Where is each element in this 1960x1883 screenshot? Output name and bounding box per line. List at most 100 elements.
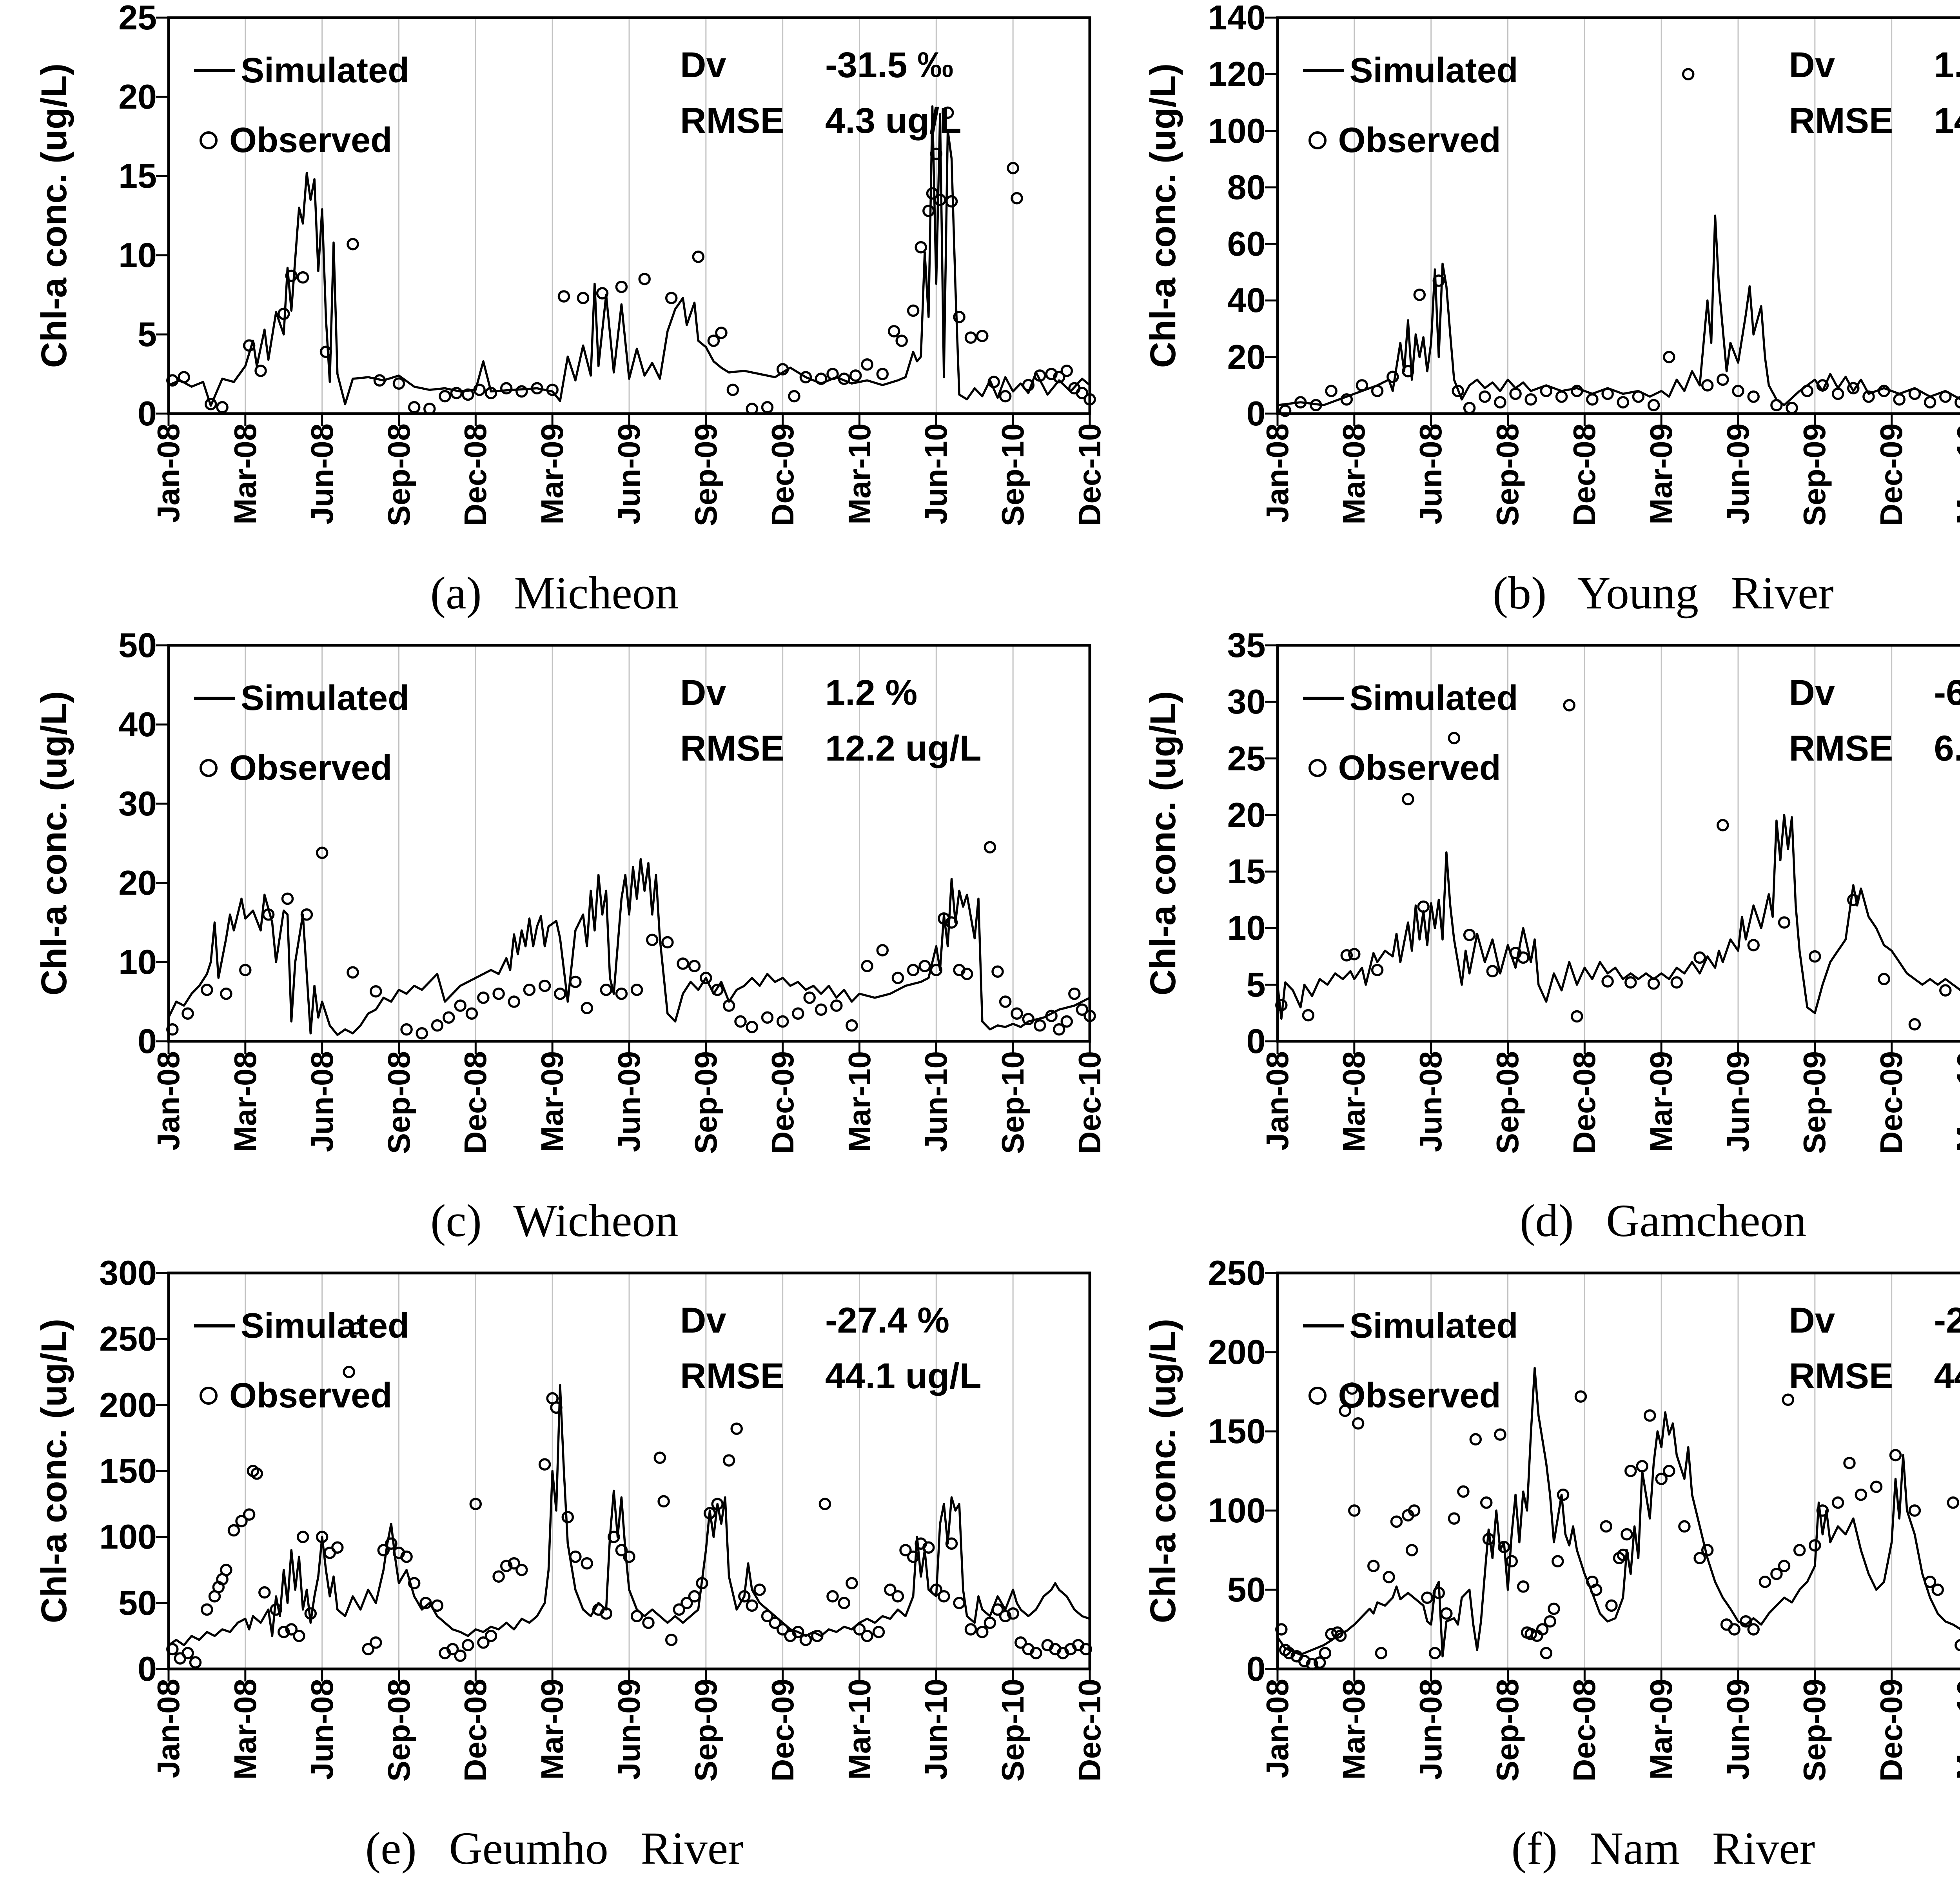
chart-caption: (f) Nam River [1511,1823,1815,1874]
x-tick-label: Sep-09 [688,1679,723,1782]
observed-point [976,1625,989,1638]
observed-point [738,1590,751,1603]
observed-point [1678,1520,1691,1533]
chart-panel-gamcheon: Chl-a conc. (ug/L) Simulated Observed Dv… [1109,626,1960,1255]
observed-point [550,1401,563,1414]
dv-value: -27.4 % [825,1300,950,1340]
observed-point [1463,401,1475,414]
observed-point [304,1607,317,1620]
observed-point [270,1603,282,1616]
observed-point [462,388,474,401]
legend-simulated-label: Simulated [1349,51,1518,90]
observed-point [799,1634,812,1646]
plot-area [156,1271,1092,1681]
chart-svg [156,1271,1092,1681]
observed-point [984,1616,996,1629]
observed-point [262,908,275,921]
x-tick-label: Dec-09 [765,423,800,527]
x-tick-label: Dec-10 [1072,1679,1107,1782]
observed-point [615,1544,628,1556]
observed-point [561,1511,574,1523]
observed-point [1693,1552,1706,1564]
legend-observed-label: Observed [229,1376,392,1415]
dv-value: -20.0 % [1934,1300,1960,1340]
observed-point [976,330,989,342]
observed-point [1279,405,1291,417]
x-tick-label: Mar-08 [227,423,263,525]
observed-point [999,1610,1012,1623]
y-tick-label: 0 [1246,1649,1266,1688]
x-tick-label: Dec-08 [458,423,493,527]
observed-point [538,1458,551,1471]
plot-area [1265,1271,1960,1681]
observed-point [715,327,728,339]
observed-point [296,271,309,284]
observed-point [408,1577,421,1589]
x-tick-label: Jun-08 [304,1679,339,1780]
observed-point [1599,1520,1612,1533]
observed-point [1313,1656,1326,1669]
observed-point [201,1603,213,1616]
x-tick-label: Sep-09 [1797,423,1832,527]
x-tick-label: Mar-10 [1951,1051,1960,1152]
legend-item-simulated: Simulated [1303,681,1518,716]
observed-point [362,1643,374,1656]
observed-point [178,371,190,383]
observed-point [1954,1639,1960,1652]
observed-point [1497,1541,1510,1553]
observed-point [546,383,559,396]
observed-point [408,401,421,414]
observed-point [443,1011,455,1024]
observed-point [1371,964,1383,976]
y-tick-label: 40 [1227,281,1266,320]
observed-point [907,1551,920,1563]
observed-point [722,1454,735,1467]
observed-point [220,1563,232,1576]
legend: Simulated Observed [194,1308,409,1413]
observed-point [849,369,862,382]
legend-item-simulated: Simulated [194,1308,409,1344]
observed-point [331,1541,344,1554]
observed-point [1494,396,1506,409]
observed-point [1816,379,1829,392]
stats-annotation: Dv -6.9 % RMSE 6.3 ug/L [1789,675,1960,766]
observed-point [895,334,908,347]
observed-point [1339,1404,1351,1417]
observed-point [838,1596,851,1609]
observed-point [1509,387,1522,400]
observed-point [1954,396,1960,409]
observed-point [991,965,1004,978]
observed-point [1478,390,1491,403]
legend-observed-label: Observed [229,121,392,160]
observed-point [938,1590,950,1603]
y-tick-label: 40 [118,705,157,744]
y-tick-label: 35 [1227,626,1266,665]
observed-point [377,1544,390,1556]
x-tick-label: Mar-08 [1336,423,1372,525]
y-tick-label: 50 [118,626,157,665]
observed-point [1785,401,1798,414]
dv-label: Dv [1789,673,1835,713]
observed-point [166,1643,179,1656]
observed-point [926,187,939,200]
x-tick-label: Jan-08 [1259,1679,1295,1778]
observed-point [1877,385,1890,398]
observed-point [531,382,543,395]
observed-point [1076,1003,1089,1016]
observed-point [1375,1647,1387,1660]
observed-point [1480,1496,1492,1509]
observed-point [385,1537,397,1550]
observed-point [1060,365,1073,377]
observed-point [508,1557,521,1570]
observed-point [711,1498,724,1510]
rmse-value: 6.3 ug/L [1934,728,1960,768]
observed-point [515,1563,528,1576]
observed-point [485,387,497,399]
observed-point [964,331,977,344]
observed-point [278,1625,290,1638]
observed-point [181,1647,194,1660]
observed-point [761,1011,774,1024]
observed-point [258,1586,271,1599]
observed-point [861,1630,873,1642]
observed-point [930,147,943,160]
